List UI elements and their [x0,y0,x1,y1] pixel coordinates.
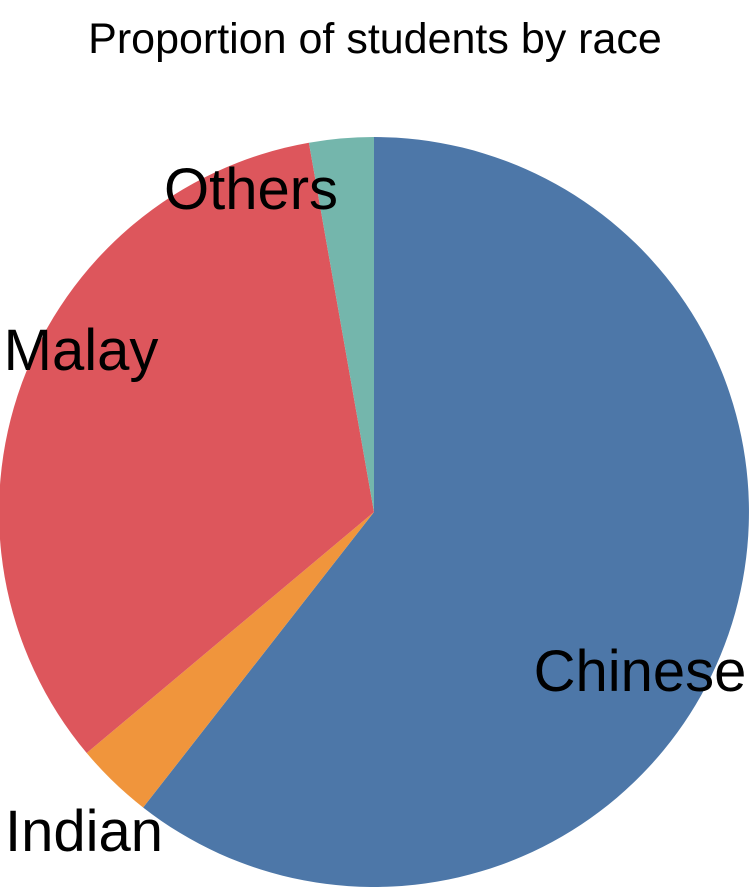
slice-label-malay: Malay [3,318,159,383]
pie-slice-indian [86,512,374,808]
slice-label-indian: Indian [4,799,164,864]
pie-slice-chinese [143,137,749,887]
pie-slice-malay [0,142,374,753]
slice-label-others: Others [163,157,339,222]
pie-slice-others [308,137,374,512]
chart-title: Proportion of students by race [88,15,662,63]
slice-label-chinese: Chinese [533,639,747,704]
